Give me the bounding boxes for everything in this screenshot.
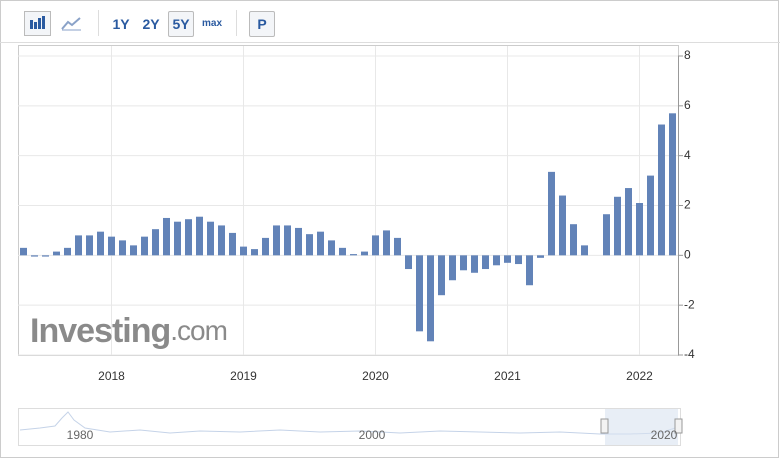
bar: [570, 224, 577, 256]
navigator-line: [19, 411, 679, 435]
bar: [119, 240, 126, 256]
navigator-handle[interactable]: [674, 418, 683, 434]
bar: [361, 251, 368, 256]
navigator-selection[interactable]: [605, 409, 678, 445]
bar: [493, 255, 500, 266]
y-tick-label: 0: [684, 248, 691, 262]
bar: [614, 196, 621, 256]
x-tick-label: 2018: [98, 369, 125, 383]
bar: [295, 227, 302, 256]
bar: [581, 245, 588, 256]
bar: [218, 225, 225, 256]
y-tick-label: 2: [684, 198, 691, 212]
range-button[interactable]: 5Y: [168, 11, 194, 37]
bar: [20, 247, 27, 256]
bar: [141, 236, 148, 256]
bar: [350, 254, 357, 256]
bar: [64, 247, 71, 256]
plot-border: [18, 45, 679, 356]
navigator-label: 2020: [651, 428, 678, 442]
bar: [196, 216, 203, 256]
bar: [240, 246, 247, 256]
bar: [163, 217, 170, 256]
bar: [42, 255, 49, 257]
bar: [207, 221, 214, 256]
x-tick-label: 2020: [362, 369, 389, 383]
x-tick-label: 2022: [626, 369, 653, 383]
bar: [460, 255, 467, 271]
navigator[interactable]: [18, 408, 681, 446]
navigator-label: 2000: [359, 428, 386, 442]
bar-icon: [30, 16, 45, 29]
bar: [108, 236, 115, 256]
bar: [504, 255, 511, 263]
bar: [339, 247, 346, 256]
bar: [273, 225, 280, 256]
bar: [328, 240, 335, 256]
bar: [526, 255, 533, 286]
bar: [482, 255, 489, 270]
bar: [515, 255, 522, 265]
bar: [548, 171, 555, 256]
bar: [559, 195, 566, 256]
bar: [306, 234, 313, 256]
bar-chart-button[interactable]: [24, 11, 51, 36]
bar: [53, 251, 60, 256]
y-tick-label: 4: [684, 148, 691, 162]
navigator-label: 1980: [67, 428, 94, 442]
bar: [449, 255, 456, 281]
x-tick-label: 2021: [494, 369, 521, 383]
bar: [372, 235, 379, 256]
range-button[interactable]: 1Y: [112, 16, 130, 32]
bar: [31, 255, 38, 257]
bar: [262, 237, 269, 256]
y-tick-label: 6: [684, 98, 691, 112]
print-button[interactable]: P: [249, 11, 275, 37]
bar: [130, 245, 137, 256]
y-tick-label: 8: [684, 48, 691, 62]
watermark: Investing.com: [30, 312, 227, 350]
bar: [658, 124, 665, 256]
range-button[interactable]: 2Y: [142, 16, 160, 32]
bar: [185, 219, 192, 256]
bar: [427, 255, 434, 342]
bar: [669, 113, 676, 256]
bar: [625, 188, 632, 256]
bar: [647, 175, 654, 256]
bar: [75, 235, 82, 256]
bar: [97, 231, 104, 256]
bar: [86, 235, 93, 256]
x-tick-label: 2019: [230, 369, 257, 383]
bar: [603, 214, 610, 256]
bar: [317, 231, 324, 256]
navigator-handle[interactable]: [600, 418, 609, 434]
y-tick-label: -2: [684, 297, 695, 311]
bar: [405, 255, 412, 270]
bar: [416, 255, 423, 332]
bar: [438, 255, 445, 296]
bar: [229, 232, 236, 256]
bar: [383, 230, 390, 256]
bar: [394, 237, 401, 256]
bar: [174, 221, 181, 256]
bar: [471, 255, 478, 273]
range-button[interactable]: max: [201, 18, 222, 29]
bar: [251, 249, 258, 256]
y-tick-label: -4: [684, 347, 695, 361]
bar: [152, 229, 159, 256]
bar: [284, 225, 291, 256]
bar: [636, 203, 643, 256]
line-chart-icon[interactable]: [61, 17, 81, 30]
bar: [537, 255, 544, 258]
